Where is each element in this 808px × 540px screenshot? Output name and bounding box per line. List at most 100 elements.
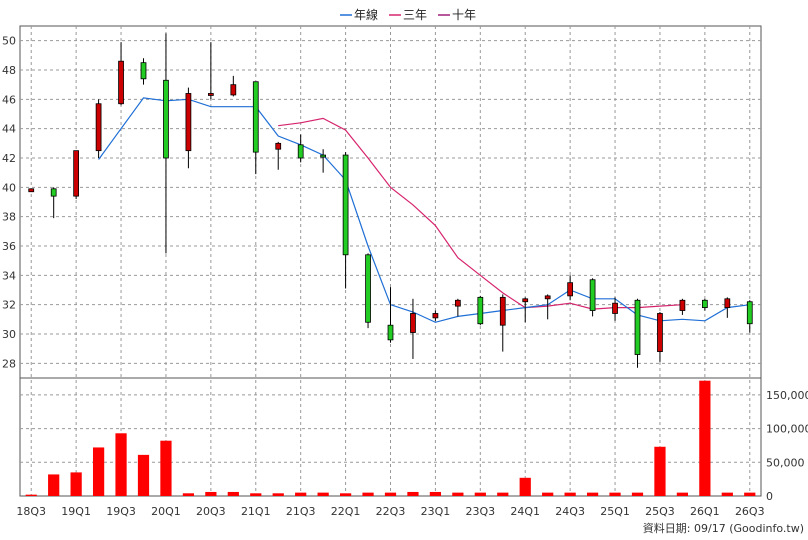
- candle-body: [342, 154, 349, 256]
- volume-bar: [429, 491, 442, 496]
- candle-body: [252, 81, 259, 153]
- volume-bar: [519, 477, 531, 496]
- volume-bar: [676, 492, 689, 496]
- x-tick-label: 19Q3: [106, 505, 136, 518]
- volume-axis: 0 50,000 100,000 150,000: [766, 389, 808, 503]
- volume-bar: [70, 472, 82, 496]
- price-tick-label: 42: [2, 152, 16, 165]
- x-tick-label: 23Q1: [421, 505, 451, 518]
- price-tick-label: 38: [2, 211, 16, 224]
- price-tick-label: 34: [2, 269, 16, 282]
- volume-bar: [586, 492, 599, 496]
- volume-bar: [721, 492, 733, 496]
- x-tick-label: 26Q3: [735, 505, 765, 518]
- candle-body: [746, 301, 753, 325]
- volume-bar: [699, 380, 711, 496]
- candle-body: [634, 299, 641, 355]
- candle-body: [657, 313, 663, 353]
- candle-body: [567, 282, 574, 297]
- volume-bar: [631, 492, 644, 496]
- volume-bar: [48, 474, 60, 496]
- candle-body: [185, 93, 192, 152]
- x-tick-label: 26Q1: [690, 505, 720, 518]
- candle-body: [140, 62, 147, 80]
- price-axis: 28 30 32 34 36 38 40 42 44 46 48 50: [2, 35, 16, 371]
- volume-bar: [474, 492, 486, 496]
- volume-bar: [384, 492, 397, 496]
- volume-bar: [744, 492, 756, 496]
- candle-body: [28, 188, 35, 193]
- candle-body: [387, 324, 394, 341]
- candle-body: [50, 188, 57, 197]
- x-tick-label: 22Q1: [331, 505, 361, 518]
- candle-body: [499, 296, 506, 326]
- price-tick-label: 40: [2, 181, 16, 194]
- candle-body: [432, 313, 439, 319]
- volume-bar: [160, 440, 172, 496]
- data-date-credit: 資料日期: 09/17 (Goodinfo.tw): [643, 521, 804, 535]
- volume-bar: [115, 433, 127, 496]
- volume-bar: [92, 447, 105, 496]
- volume-bar: [407, 491, 419, 496]
- x-tick-label: 24Q3: [555, 505, 585, 518]
- x-tick-label: 21Q1: [241, 505, 271, 518]
- volume-bar: [205, 491, 217, 496]
- volume-bar: [25, 494, 37, 496]
- volume-bar: [452, 492, 464, 496]
- candle-body: [724, 298, 731, 308]
- candle-body: [230, 84, 237, 96]
- x-tick-label: 20Q1: [151, 505, 181, 518]
- price-tick-label: 30: [2, 328, 16, 341]
- volume-bar: [542, 492, 554, 496]
- candle-body: [612, 302, 618, 314]
- volume-tick-label: 50,000: [766, 456, 805, 469]
- x-tick-label: 25Q3: [645, 505, 675, 518]
- x-tick-label: 21Q3: [286, 505, 316, 518]
- candlesticks: [28, 33, 753, 368]
- volume-tick-label: 100,000: [766, 423, 808, 436]
- volume-bar: [137, 454, 150, 496]
- volume-bar: [272, 493, 284, 496]
- chart-legend: 年線 三年 十年: [340, 7, 476, 22]
- volume-bars: [25, 380, 756, 496]
- candle-body: [297, 144, 304, 159]
- candle-body: [454, 299, 461, 307]
- volume-bar: [654, 446, 666, 496]
- x-tick-label: 19Q1: [61, 505, 91, 518]
- price-tick-label: 46: [2, 93, 16, 106]
- ma-year-line: [98, 97, 750, 323]
- candle-body: [522, 298, 529, 303]
- candle-body: [163, 79, 169, 159]
- volume-bar: [497, 492, 509, 496]
- volume-bar: [250, 493, 262, 496]
- price-tick-label: 44: [2, 123, 16, 136]
- x-tick-label: 22Q3: [376, 505, 406, 518]
- candle-body: [275, 142, 282, 150]
- candle-body: [544, 295, 551, 300]
- volume-bar: [609, 492, 621, 496]
- legend-label-ma-3y: 三年: [403, 8, 427, 22]
- candle-body: [477, 296, 484, 325]
- price-tick-label: 36: [2, 240, 16, 253]
- price-tick-label: 48: [2, 64, 16, 77]
- price-tick-label: 50: [2, 35, 16, 48]
- price-tick-label: 32: [2, 299, 16, 312]
- volume-bar: [362, 492, 374, 496]
- volume-bar: [564, 492, 576, 496]
- volume-bar: [317, 492, 329, 496]
- candle-body: [589, 279, 596, 311]
- volume-bar: [182, 493, 195, 496]
- volume-bar: [227, 491, 239, 496]
- volume-bar: [295, 492, 307, 496]
- candle-body: [207, 93, 214, 96]
- x-tick-label: 18Q3: [16, 505, 46, 518]
- legend-label-ma-year: 年線: [354, 7, 378, 22]
- candle-body: [320, 154, 327, 158]
- price-tick-label: 28: [2, 357, 16, 370]
- volume-tick-label: 0: [766, 490, 773, 503]
- x-tick-label: 20Q3: [196, 505, 226, 518]
- candle-body: [118, 60, 124, 105]
- x-tick-label: 24Q1: [510, 505, 540, 518]
- legend-label-ma-10y: 十年: [452, 8, 476, 22]
